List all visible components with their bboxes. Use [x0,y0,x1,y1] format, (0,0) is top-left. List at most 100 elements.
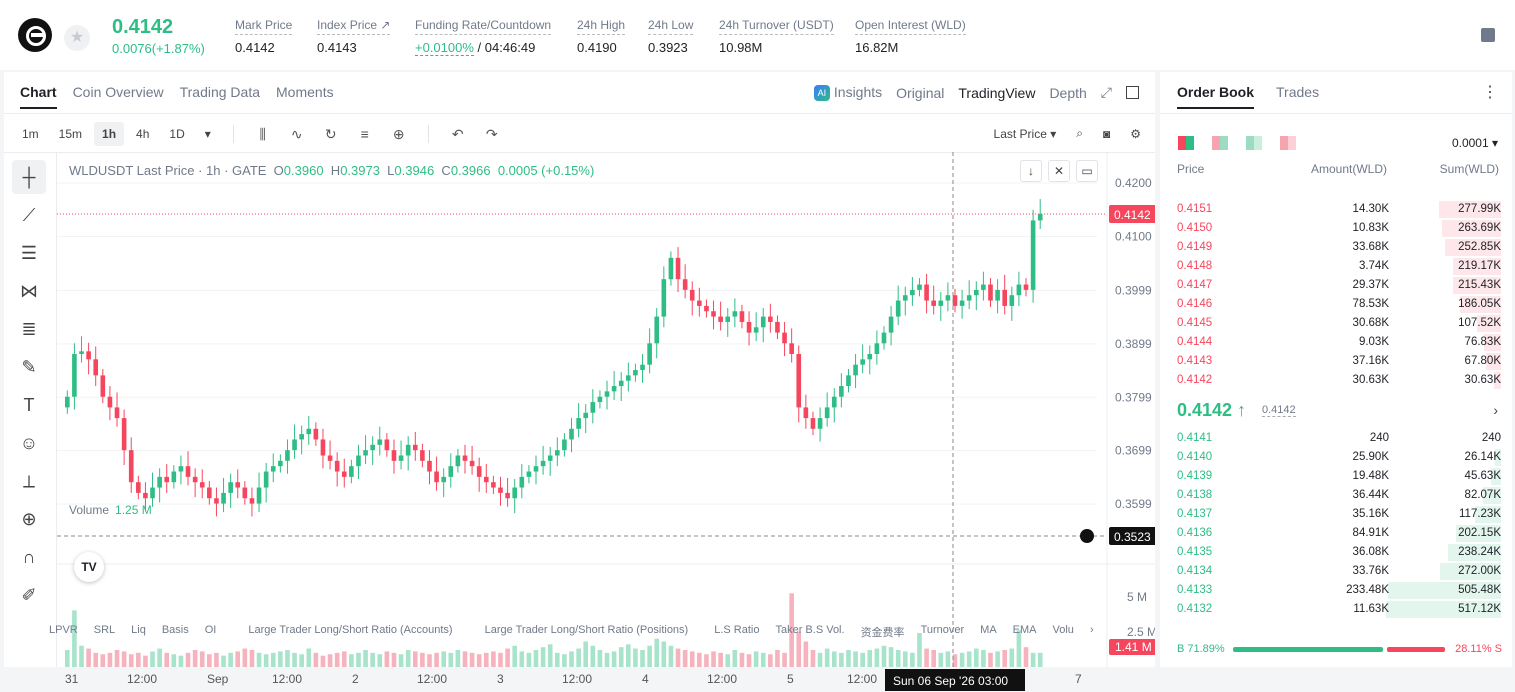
stat-mark-price[interactable]: Mark Price 0.4142 [235,18,293,55]
indicator-liq[interactable]: Liq [131,624,146,636]
timeframe-1h[interactable]: 1h [94,122,125,146]
mode-both-alt-icon[interactable] [1212,136,1228,150]
indicator-oi[interactable]: OI [204,624,217,636]
gear-icon[interactable]: ⚙ [1130,126,1141,141]
camera-icon[interactable]: ◙ [1102,126,1111,141]
indicator-funding[interactable]: 资金费率 [860,627,905,639]
ask-row[interactable]: 0.4142 30.63K 30.63K [1160,371,1512,390]
bid-row[interactable]: 0.4138 36.44K 82.07K [1160,486,1512,505]
candle-type-icon[interactable]: ⫼ [259,125,266,142]
indicator-taker-vol[interactable]: Taker B.S Vol. [775,624,845,636]
ask-row[interactable]: 0.4146 78.53K 186.05K [1160,295,1512,314]
chevron-right-icon[interactable]: › [1089,624,1094,636]
templates-icon[interactable]: ≡ [360,126,369,142]
indicator-turnover[interactable]: Turnover [920,624,965,636]
trendline-icon[interactable]: ⟋ [22,205,36,225]
window-icon[interactable] [1126,86,1139,100]
pencil-icon[interactable]: ✐ [21,585,37,605]
redo-icon[interactable]: ↷ [485,125,498,142]
price-chart[interactable]: 0.4200 0.4100 0.3999 0.3899 0.3799 0.3699 0.35… [57,152,1155,692]
timeframe-15m[interactable]: 15m [58,127,83,141]
replay-icon[interactable]: ↻ [324,125,337,142]
ask-row[interactable]: 0.4144 9.03K 76.83K [1160,333,1512,352]
ask-row[interactable]: 0.4151 14.30K 277.99K [1160,200,1512,219]
tab-moments[interactable]: Moments [276,84,334,100]
stat-index-price[interactable]: Index Price ↗ 0.4143 [317,18,391,55]
indicator-ema[interactable]: EMA [1012,624,1037,636]
timeframe-1m[interactable]: 1m [22,127,39,141]
chevron-right-icon[interactable]: › [1493,402,1498,418]
bid-row[interactable]: 0.4133 233.48K 505.48K [1160,581,1512,600]
candle [569,428,574,440]
bid-row[interactable]: 0.4132 11.63K 517.12K [1160,600,1512,619]
pattern-icon[interactable]: ⋈ [20,281,38,301]
timeframe-dropdown-icon[interactable]: ▾ [204,127,211,141]
indicator-ls-positions[interactable]: Large Trader Long/Short Ratio (Positions… [484,624,689,636]
zoom-icon[interactable]: ⊕ [21,509,37,529]
ask-row[interactable]: 0.4145 30.68K 107.52K [1160,314,1512,333]
ask-row[interactable]: 0.4149 33.68K 252.85K [1160,238,1512,257]
magnet-icon[interactable]: ∩ [22,547,36,567]
view-tradingview[interactable]: TradingView [958,84,1036,101]
bid-row[interactable]: 0.4139 19.48K 45.63K [1160,467,1512,486]
view-depth[interactable]: Depth [1049,84,1087,101]
crosshair-icon[interactable]: ┼ [12,160,46,194]
scroll-down-icon[interactable]: ↓ [1020,160,1042,182]
ask-row[interactable]: 0.4143 37.16K 67.80K [1160,352,1512,371]
mode-both-icon[interactable] [1178,136,1194,150]
mode-bids-icon[interactable] [1246,136,1262,150]
tab-coin-overview[interactable]: Coin Overview [72,84,164,100]
fib-icon[interactable]: ≣ [21,319,37,339]
tab-trades[interactable]: Trades [1276,84,1320,100]
ask-row[interactable]: 0.4147 29.37K 215.43K [1160,276,1512,295]
volume-bar [1002,650,1008,667]
tab-chart[interactable]: Chart [20,84,57,109]
stat-funding-rate[interactable]: Funding Rate/Countdown +0.0100% / 04:46:… [415,18,552,56]
indicator-basis[interactable]: Basis [161,624,189,636]
bid-row[interactable]: 0.4134 33.76K 272.00K [1160,562,1512,581]
precision-select[interactable]: 0.0001 ▾ [1451,136,1498,150]
text-icon[interactable]: T [23,395,35,415]
price-type-select[interactable]: Last Price ▾ [993,126,1057,141]
bid-row[interactable]: 0.4137 35.16K 117.23K [1160,505,1512,524]
brush-icon[interactable]: ✎ [21,357,37,377]
depth-bar [1475,506,1501,523]
indicator-volume[interactable]: Volu [1052,624,1074,636]
stat-open-interest[interactable]: Open Interest (WLD) 16.82M [855,18,966,55]
search-icon[interactable]: ⌕ [1076,126,1083,140]
bid-row[interactable]: 0.4135 36.08K 238.24K [1160,543,1512,562]
favorite-star-icon[interactable]: ★ [64,25,90,51]
fullscreen-icon[interactable]: ▭ [1076,160,1098,182]
mode-asks-icon[interactable] [1280,136,1296,150]
legend-close: 0.3966 [450,163,491,178]
tradingview-logo-icon[interactable]: TV [74,552,104,582]
timeframe-1d[interactable]: 1D [169,127,185,141]
view-insights[interactable]: AI Insights [813,84,882,102]
emoji-icon[interactable]: ☺ [19,433,39,453]
horizontal-lines-icon[interactable]: ☰ [20,243,38,263]
indicator-srl[interactable]: SRL [93,624,116,636]
indicator-ma[interactable]: MA [980,624,997,636]
tab-order-book[interactable]: Order Book [1177,84,1255,109]
drawing-toolbar: ┼ ⟋ ☰ ⋈ ≣ ✎ T ☺ ⟂ ⊕ ∩ ✐ [12,160,48,616]
expand-icon[interactable]: ⤢ [1100,84,1112,101]
indicator-lpvr[interactable]: LPVR [49,624,78,636]
timeframe-4h[interactable]: 4h [136,127,150,141]
indicator-ls-ratio[interactable]: L.S Ratio [714,624,760,636]
view-original[interactable]: Original [896,84,945,101]
book-icon[interactable] [1481,28,1495,42]
collapse-icon[interactable]: ✕ [1048,160,1070,182]
more-menu-icon[interactable]: ⋮ [1482,84,1498,101]
tab-trading-data[interactable]: Trading Data [179,84,261,100]
indicator-ls-accounts[interactable]: Large Trader Long/Short Ratio (Accounts) [248,624,453,636]
alert-icon[interactable]: ⊕ [392,125,405,142]
undo-icon[interactable]: ↶ [451,125,464,142]
bid-row[interactable]: 0.4141 240 240 [1160,429,1512,448]
bid-row[interactable]: 0.4140 25.90K 26.14K [1160,448,1512,467]
indicators-icon[interactable]: ∿ [290,125,303,142]
ask-row[interactable]: 0.4150 10.83K 263.69K [1160,219,1512,238]
bid-row[interactable]: 0.4136 84.91K 202.15K [1160,524,1512,543]
ruler-icon[interactable]: ⟂ [22,471,35,491]
ask-row[interactable]: 0.4148 3.74K 219.17K [1160,257,1512,276]
volume-bar [668,645,674,667]
